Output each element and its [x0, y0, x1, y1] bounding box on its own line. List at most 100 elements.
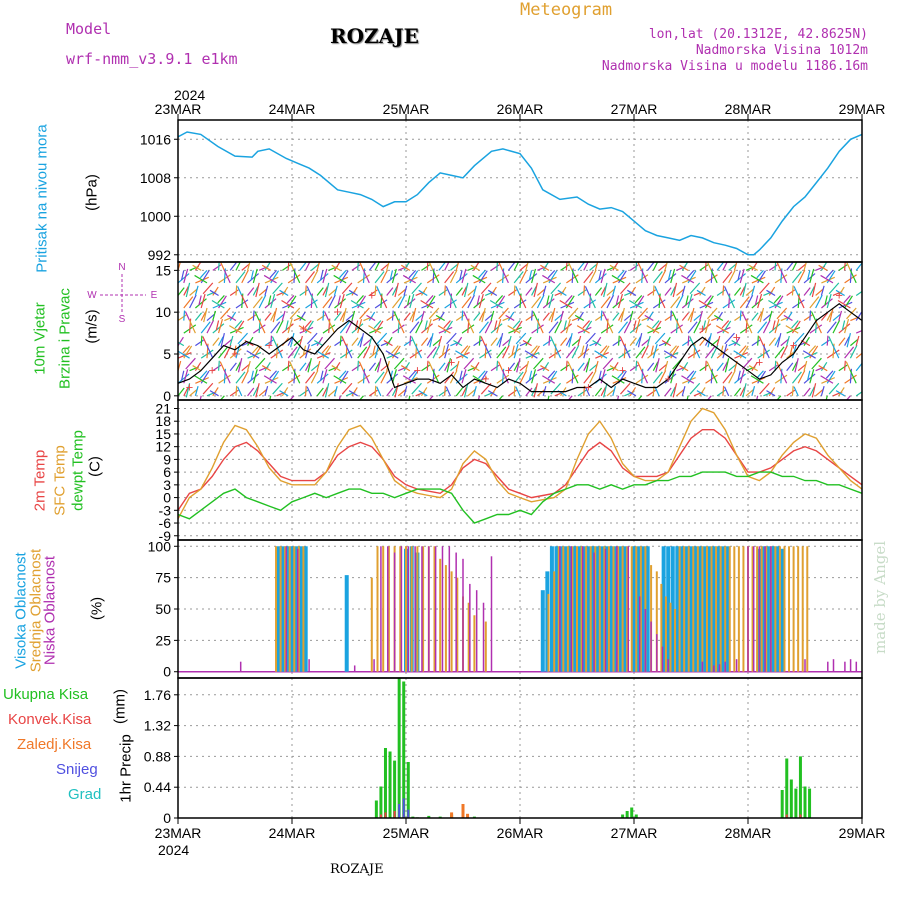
wind-arrow — [542, 312, 550, 321]
mid-cloud-bar — [439, 558, 442, 672]
wind-arrow — [654, 332, 666, 345]
wind-arrow — [791, 262, 798, 271]
wind-arrow — [320, 270, 324, 281]
wind-arrow — [304, 385, 307, 396]
wind-arrow — [560, 323, 573, 334]
high-cloud-bar — [285, 546, 290, 672]
wind-arrow — [189, 294, 197, 309]
wind-arrow — [178, 350, 190, 359]
wind-arrow — [374, 262, 381, 271]
high-cloud-bar — [693, 546, 698, 672]
wind-arrow — [733, 336, 741, 346]
wind-arrow — [768, 364, 778, 372]
wind-arrow — [316, 314, 326, 322]
pressure-ytick-label: 1000 — [140, 208, 171, 224]
wind-arrow — [826, 311, 833, 321]
legend-snow: Snijeg — [56, 761, 98, 778]
mid-cloud-bar — [737, 546, 740, 672]
wind-gust-marker: + — [448, 354, 456, 369]
mid-cloud-bar — [701, 546, 704, 672]
wind-arrow — [455, 360, 460, 371]
wind-arrow — [202, 282, 214, 295]
wind-arrow — [389, 270, 394, 281]
wind-arrow — [194, 274, 208, 284]
wind-arrow — [281, 286, 289, 296]
wind-arrow — [519, 294, 527, 309]
wind-arrow — [282, 264, 291, 271]
low-cloud-bar — [832, 659, 835, 672]
wind-arrow — [629, 310, 634, 321]
wind-arrow — [178, 333, 179, 334]
wind-arrow — [247, 273, 260, 284]
wind-arrow — [385, 350, 399, 359]
wind-arrow — [316, 360, 321, 371]
wind-arrow — [357, 360, 360, 371]
low-cloud-bar — [855, 661, 858, 672]
wind-arrow — [637, 332, 643, 348]
wind-arrow — [745, 288, 755, 296]
wind-arrow — [821, 339, 831, 347]
wind-arrow — [763, 313, 772, 322]
high-cloud-bar — [766, 546, 771, 672]
wind-arrow — [814, 319, 822, 334]
wind-arrow — [362, 269, 370, 284]
wind-arrow — [333, 285, 338, 296]
wind-arrow — [594, 360, 599, 371]
wind-arrow — [199, 395, 202, 400]
wind-arrow — [478, 370, 486, 379]
wind-arrow — [641, 338, 650, 347]
wind-arrow — [724, 358, 730, 373]
wind-arrow — [710, 369, 718, 384]
wind-arrow — [183, 296, 194, 309]
wind-arrow — [484, 313, 494, 322]
mid-cloud-bar — [275, 546, 278, 672]
wind-arrow — [577, 311, 584, 321]
wind-gust-marker: + — [231, 346, 239, 361]
wind-arrow — [299, 389, 309, 397]
wind-arrow — [293, 269, 301, 284]
x-label-top: 29MAR — [839, 101, 886, 117]
wind-gust-marker: + — [482, 371, 490, 386]
wind-arrow — [612, 386, 616, 396]
wind-direction-arrows — [178, 262, 862, 400]
wind-arrow — [637, 307, 648, 320]
wind-arrow — [750, 274, 764, 284]
wind-arrow — [258, 319, 266, 334]
wind-arrow — [571, 369, 579, 384]
wind-arrow — [594, 336, 602, 346]
wind-arrow — [363, 338, 372, 347]
high-cloud-bar — [666, 546, 671, 672]
wind-arrow — [435, 314, 445, 322]
wind-arrow — [183, 286, 189, 296]
wind-arrow — [322, 296, 333, 309]
low-cloud-bar — [407, 546, 410, 672]
wind-arrow — [664, 314, 674, 322]
wind-arrow — [809, 268, 815, 284]
wind-arrow — [252, 369, 258, 384]
mid-cloud-bar — [626, 546, 629, 672]
wind-arrow — [438, 262, 446, 271]
wind-arrow — [293, 369, 301, 384]
wind-arrow — [716, 348, 729, 359]
wind-arrow — [438, 362, 446, 372]
wind-arrow — [484, 344, 492, 359]
wind-arrow — [229, 325, 243, 334]
wind-arrow — [188, 319, 196, 334]
wind-gust-marker: + — [733, 329, 741, 344]
wind-arrow — [481, 307, 486, 323]
low-cloud-bar — [469, 583, 471, 672]
low-cloud-bar — [581, 546, 584, 672]
wind-arrow — [786, 262, 794, 271]
wind-arrow — [664, 273, 677, 284]
wind-arrow — [351, 310, 356, 321]
high-cloud-bar — [684, 546, 689, 672]
wind-arrow — [247, 387, 255, 397]
wind-arrow — [849, 344, 858, 359]
wind-arrow — [670, 286, 676, 296]
wind-arrow — [589, 370, 597, 384]
wind-arrow — [690, 307, 695, 323]
wind-arrow — [345, 313, 355, 322]
wind-arrow — [321, 345, 330, 354]
low-cloud-bar — [627, 546, 630, 672]
wind-arrow — [542, 361, 550, 372]
